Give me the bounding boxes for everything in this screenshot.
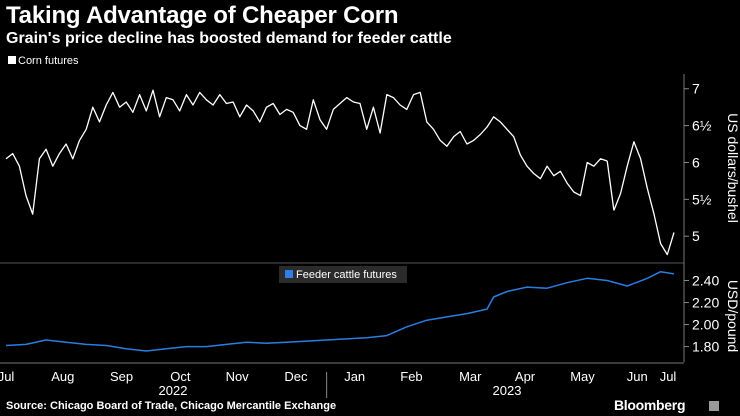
x-tick-label-month: Dec xyxy=(284,369,308,384)
x-tick-label-month: Sep xyxy=(110,369,133,384)
x-tick-label-year: 2022 xyxy=(159,383,188,398)
x-tick-label-month: Mar xyxy=(459,369,482,384)
cattle-legend-box xyxy=(279,266,407,283)
x-tick-label-month: Aug xyxy=(51,369,74,384)
cattle-y-tick-label: 2.00 xyxy=(692,317,719,333)
corn-y-tick-label: 6½ xyxy=(692,118,712,134)
corn-futures-line-gap xyxy=(606,160,615,211)
x-tick-label-month: Jul xyxy=(660,369,677,384)
brand-box-icon xyxy=(709,401,719,411)
feeder-cattle-futures-line xyxy=(5,270,675,352)
corn-y-tick-label: 7 xyxy=(692,81,700,97)
source-note: Source: Chicago Board of Trade, Chicago … xyxy=(6,400,337,412)
cattle-legend-label: Feeder cattle futures xyxy=(296,269,397,281)
x-tick-label-month: Jan xyxy=(344,369,365,384)
x-tick-label-month: Nov xyxy=(226,369,250,384)
cattle-y-tick-label: 2.40 xyxy=(692,273,719,289)
corn-y-axis-title: US dollars/bushel xyxy=(725,113,740,223)
x-tick-label-month: Oct xyxy=(170,369,191,384)
x-tick-label-month: Feb xyxy=(400,369,422,384)
chart-subtitle: Grain's price decline has boosted demand… xyxy=(6,30,452,47)
cattle-legend-swatch xyxy=(285,270,293,278)
chart-title: Taking Advantage of Cheaper Corn xyxy=(6,2,399,29)
corn-futures-line xyxy=(5,89,608,215)
x-tick-label-month: May xyxy=(570,369,595,384)
corn-futures-line xyxy=(613,141,675,256)
x-tick-label-month: Apr xyxy=(515,369,536,384)
x-tick-label-month: Jul xyxy=(0,369,14,384)
corn-y-tick-label: 5 xyxy=(692,228,700,244)
x-tick-label-year: 2023 xyxy=(493,383,522,398)
cattle-y-tick-label: 2.20 xyxy=(692,295,719,311)
cattle-y-tick-label: 1.80 xyxy=(692,339,719,355)
corn-legend-label: Corn futures xyxy=(18,55,79,67)
brand-logo-text: Bloomberg xyxy=(614,397,686,413)
corn-y-tick-label: 6 xyxy=(692,154,700,170)
corn-legend-swatch xyxy=(8,56,16,64)
cattle-y-axis-title: USD/pound xyxy=(725,280,740,352)
x-tick-label-month: Jun xyxy=(627,369,648,384)
corn-y-tick-label: 5½ xyxy=(692,191,712,207)
